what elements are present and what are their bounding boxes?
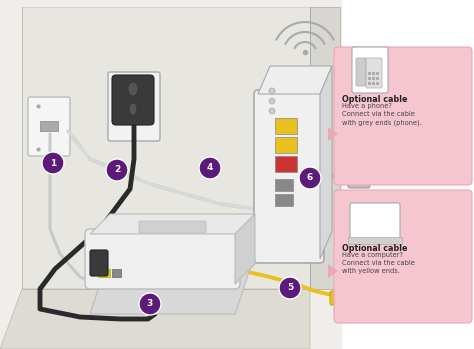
Polygon shape: [235, 214, 255, 284]
FancyBboxPatch shape: [254, 90, 324, 263]
Polygon shape: [320, 66, 332, 259]
Bar: [348, 237, 402, 244]
Text: Have a phone?
Connect via the cable
with grey ends (phone).: Have a phone? Connect via the cable with…: [342, 103, 422, 126]
Text: Have a computer?
Connect via the cable
with yellow ends.: Have a computer? Connect via the cable w…: [342, 252, 415, 274]
Text: 4: 4: [207, 163, 213, 172]
Bar: [0, 0, 341, 349]
FancyBboxPatch shape: [366, 58, 382, 88]
FancyBboxPatch shape: [334, 190, 472, 323]
Bar: [40, 121, 58, 131]
Polygon shape: [90, 254, 255, 314]
FancyBboxPatch shape: [356, 58, 366, 86]
Polygon shape: [310, 7, 340, 289]
Circle shape: [269, 108, 275, 114]
Ellipse shape: [128, 82, 138, 96]
FancyBboxPatch shape: [108, 72, 160, 141]
Ellipse shape: [129, 103, 137, 115]
Circle shape: [269, 88, 275, 94]
Text: 5: 5: [287, 283, 293, 292]
Circle shape: [106, 159, 128, 181]
FancyBboxPatch shape: [330, 291, 352, 305]
Circle shape: [139, 293, 161, 315]
FancyBboxPatch shape: [348, 174, 370, 188]
Text: 1: 1: [50, 158, 56, 168]
Text: 2: 2: [114, 165, 120, 174]
Bar: [275, 179, 293, 191]
Polygon shape: [22, 7, 310, 289]
Text: 6: 6: [307, 173, 313, 183]
Circle shape: [299, 167, 321, 189]
FancyBboxPatch shape: [28, 97, 70, 156]
FancyBboxPatch shape: [90, 250, 108, 276]
Circle shape: [42, 152, 64, 174]
FancyBboxPatch shape: [139, 221, 206, 233]
Polygon shape: [90, 214, 255, 234]
Bar: [275, 194, 293, 206]
FancyBboxPatch shape: [112, 75, 154, 125]
Bar: [275, 118, 297, 134]
Polygon shape: [0, 289, 310, 349]
Bar: [275, 156, 297, 172]
Bar: [112, 269, 121, 277]
FancyBboxPatch shape: [352, 47, 388, 93]
Text: Optional cable: Optional cable: [342, 95, 408, 104]
Text: 3: 3: [147, 299, 153, 309]
FancyBboxPatch shape: [334, 47, 472, 185]
Text: Optional cable: Optional cable: [342, 244, 408, 253]
FancyBboxPatch shape: [85, 229, 240, 289]
Bar: [98, 269, 110, 277]
Circle shape: [269, 98, 275, 104]
Circle shape: [279, 277, 301, 299]
Polygon shape: [258, 66, 332, 94]
Bar: [275, 137, 297, 153]
Polygon shape: [328, 264, 338, 278]
Circle shape: [199, 157, 221, 179]
Polygon shape: [328, 127, 338, 141]
FancyBboxPatch shape: [350, 203, 400, 241]
